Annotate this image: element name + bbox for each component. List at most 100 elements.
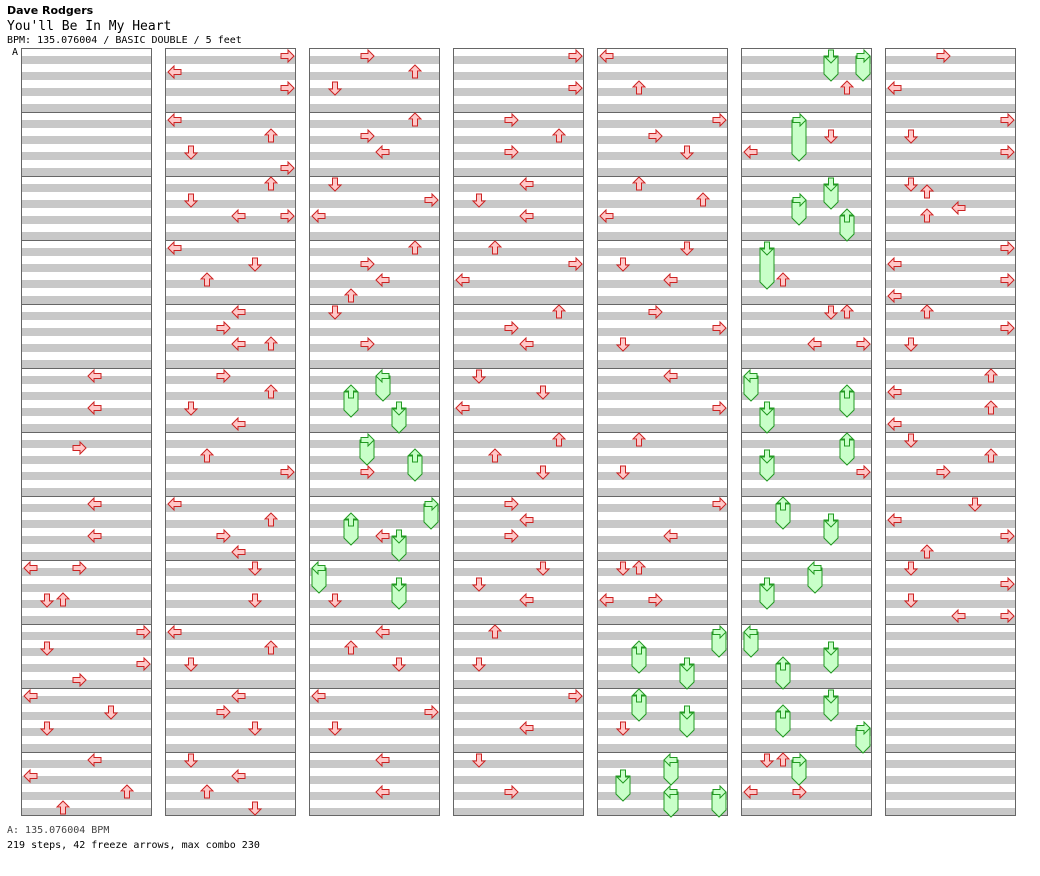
step-arrow [327,721,343,736]
step-arrow [72,440,87,456]
step-arrow [615,465,631,480]
freeze-arrow [391,577,407,610]
step-arrow [216,368,231,384]
step-arrow [615,257,631,272]
step-arrow [775,752,791,767]
step-arrow [263,384,279,399]
step-arrow [23,560,38,576]
step-arrow [280,80,295,96]
step-arrow [247,561,263,576]
step-arrow [247,721,263,736]
freeze-arrow [343,512,359,546]
step-arrow [903,561,919,576]
step-arrow [216,528,231,544]
step-arrow [792,784,807,800]
step-arrow [327,593,343,608]
freeze-arrow [775,496,791,530]
step-arrow [216,704,231,720]
chart-column [21,48,152,816]
step-arrow [903,593,919,608]
step-arrow [967,497,983,512]
freeze-arrow [663,752,679,786]
freeze-arrow [823,177,839,210]
step-arrow [551,304,567,319]
chart-column [309,48,440,816]
step-arrow [183,753,199,768]
step-arrow [327,177,343,192]
step-arrow [263,176,279,191]
chart-column [597,48,728,816]
freeze-arrow [839,432,855,466]
step-arrow [887,80,902,96]
step-arrow [247,257,263,272]
freeze-arrow [423,496,439,530]
step-arrow [919,544,935,559]
step-arrow [103,705,119,720]
step-arrow [712,320,727,336]
freeze-arrow [679,705,695,738]
step-arrow [407,64,423,79]
step-arrow [55,800,71,815]
step-arrow [695,192,711,207]
step-arrow [407,240,423,255]
step-arrow [856,336,871,352]
step-arrow [504,144,519,160]
step-arrow [551,432,567,447]
step-arrow [375,784,390,800]
step-arrow [823,129,839,144]
step-arrow [712,400,727,416]
step-arrow [679,241,695,256]
step-arrow [280,48,295,64]
freeze-arrow [359,432,375,466]
step-arrow [360,256,375,272]
step-arrow [535,385,551,400]
freeze-arrow [759,241,775,290]
freeze-arrow [855,48,871,82]
step-arrow [231,544,246,560]
step-arrow [247,593,263,608]
step-arrow [568,688,583,704]
step-arrow [455,272,470,288]
step-arrow [407,112,423,127]
step-arrow [375,528,390,544]
freeze-arrow [839,384,855,418]
step-arrow [280,464,295,480]
freeze-arrow [791,752,807,786]
step-arrow [39,641,55,656]
step-arrow [199,272,215,287]
freeze-arrow [743,624,759,658]
step-arrow [983,448,999,463]
step-arrow [903,433,919,448]
step-arrow [375,144,390,160]
step-arrow [471,577,487,592]
step-arrow [424,192,439,208]
freeze-arrow [615,769,631,802]
step-arrow [1000,112,1015,128]
step-arrow [936,48,951,64]
step-arrow [327,81,343,96]
step-arrow [375,752,390,768]
chart-info: BPM: 135.076004 / BASIC DOUBLE / 5 feet [7,35,242,46]
step-arrow [183,401,199,416]
section-marker: A [12,47,19,58]
step-arrow [504,784,519,800]
step-arrow [487,448,503,463]
freeze-arrow [375,368,391,402]
step-arrow [631,432,647,447]
step-arrow [343,640,359,655]
step-arrow [231,304,246,320]
step-arrow [280,160,295,176]
step-arrow [487,240,503,255]
step-arrow [504,112,519,128]
freeze-arrow [791,112,807,162]
step-arrow [631,560,647,575]
step-arrow [504,528,519,544]
freeze-arrow [775,656,791,690]
song-title: You'll Be In My Heart [7,19,172,34]
step-arrow [519,592,534,608]
freeze-arrow [823,513,839,546]
freeze-arrow [823,49,839,82]
freeze-arrow [759,449,775,482]
step-arrow [936,464,951,480]
step-arrow [519,208,534,224]
